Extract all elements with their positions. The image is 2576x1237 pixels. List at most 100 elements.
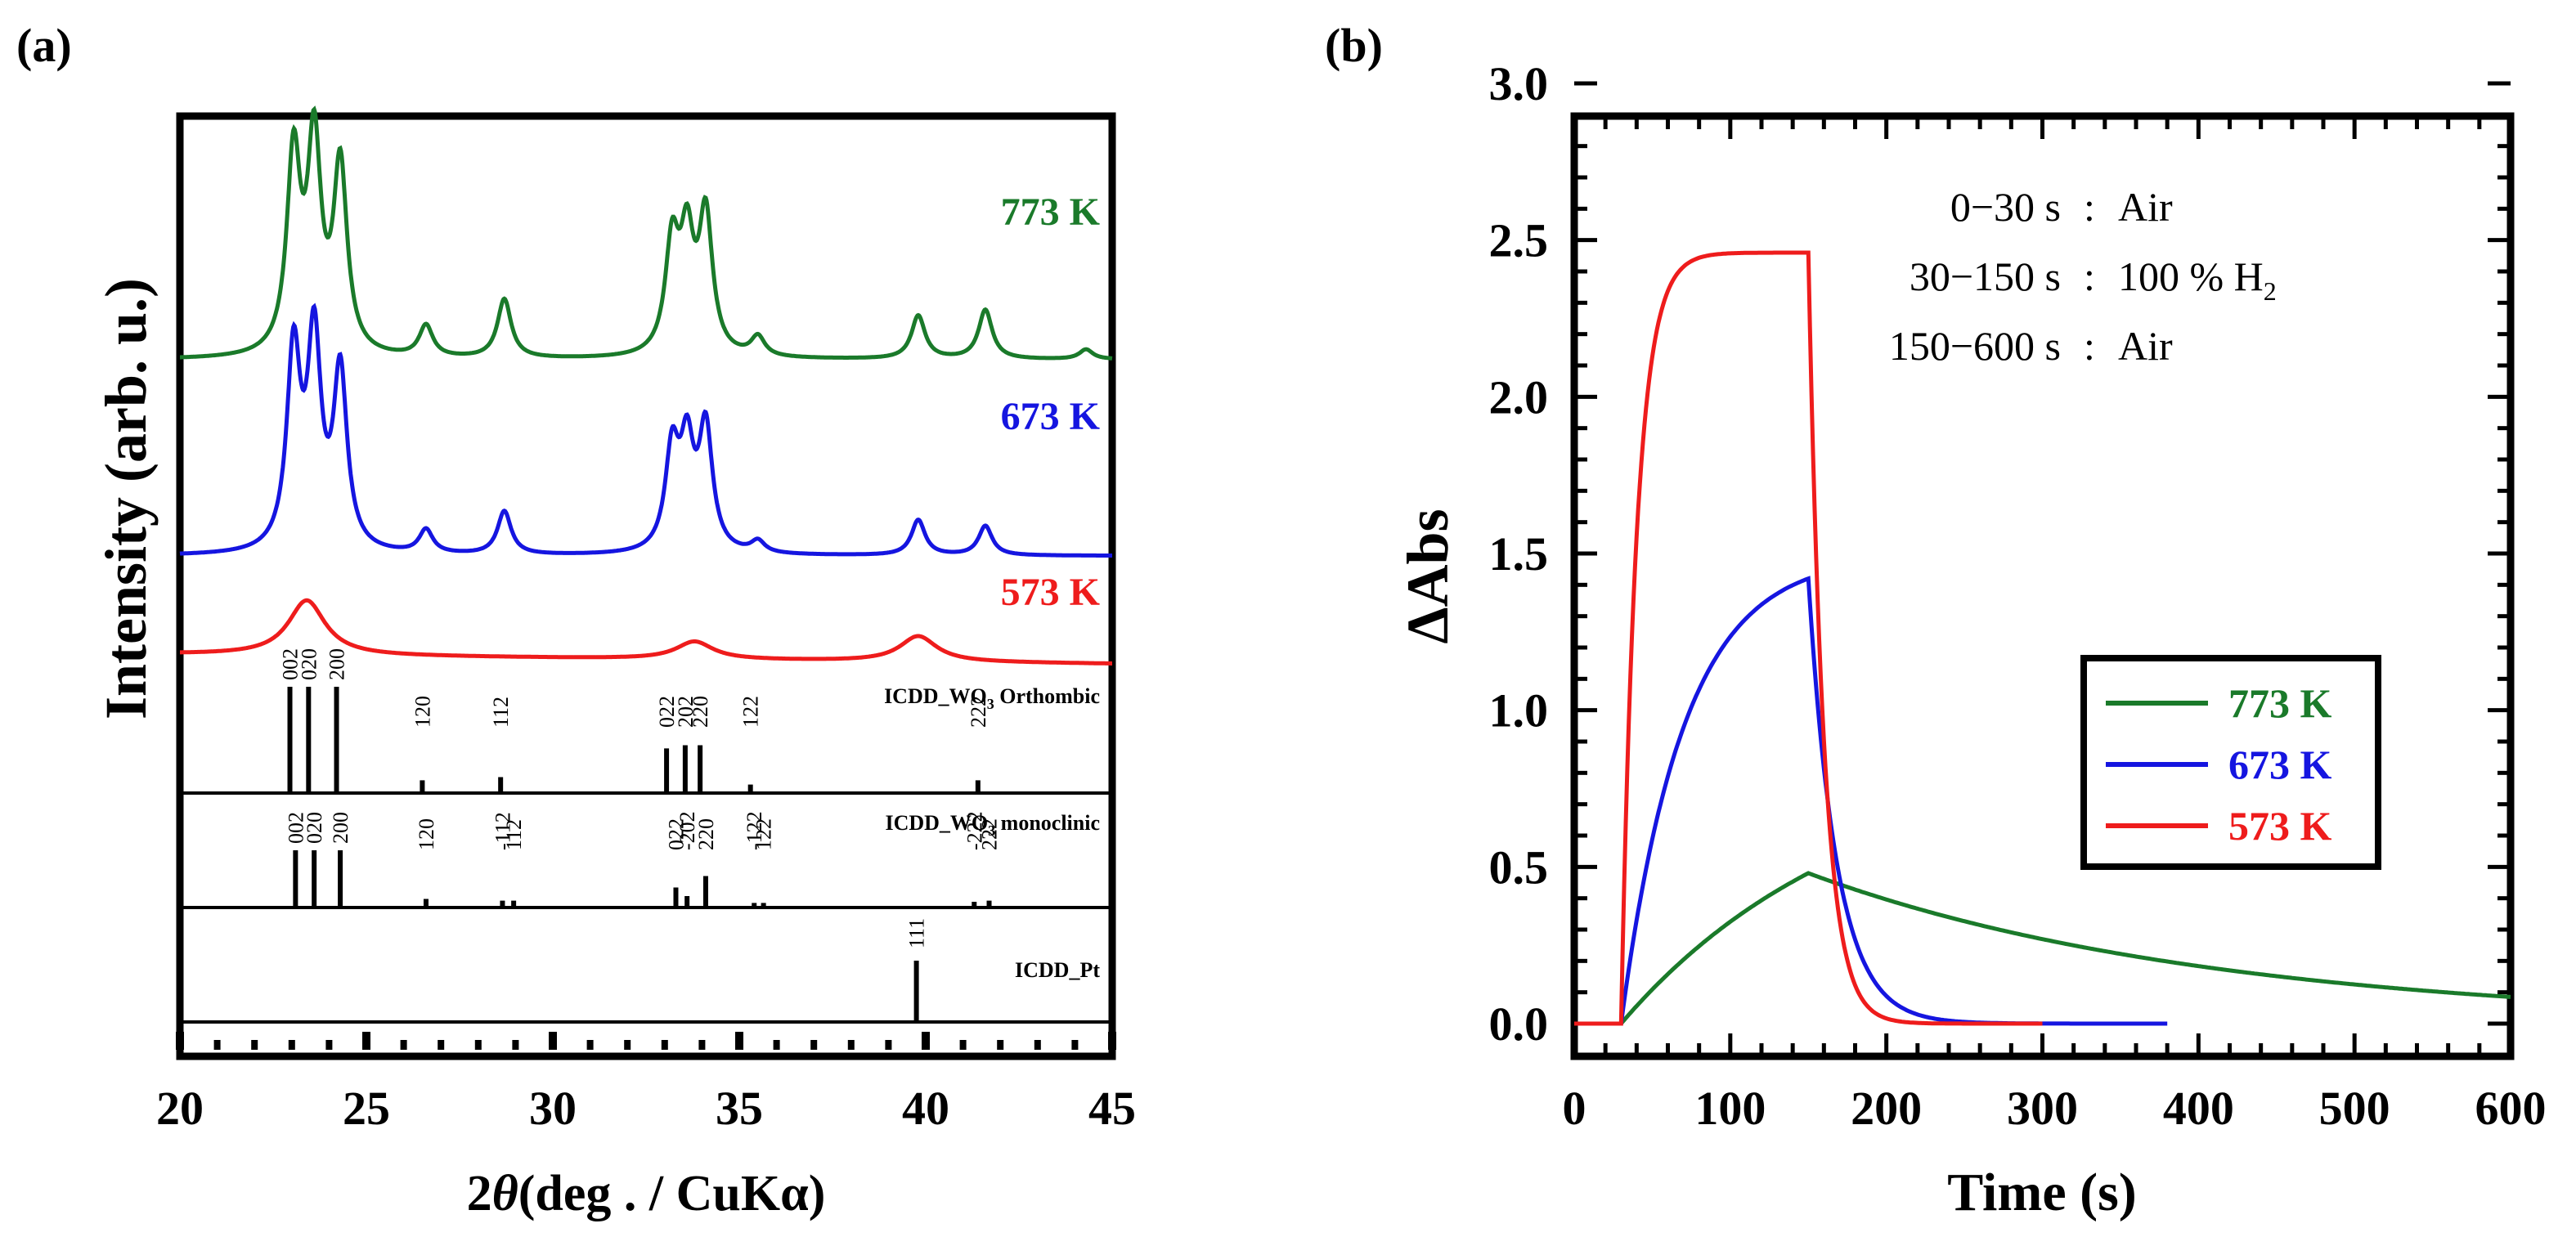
panel-a-ylabel: Intensity (arb. u.) xyxy=(93,278,159,719)
panel-b-ylabel: ΔAbs xyxy=(1395,509,1461,643)
legend-label: 673 K xyxy=(2228,742,2332,787)
panel-a-label: (a) xyxy=(16,19,72,72)
y-tick-label: 1.5 xyxy=(1489,527,1549,580)
minor-tick xyxy=(847,1040,855,1050)
x-tick-label: 45 xyxy=(1088,1082,1136,1135)
minor-tick xyxy=(698,1040,706,1050)
hkl-label: -202 xyxy=(675,811,699,850)
major-tick xyxy=(362,1032,370,1050)
x-tick-label: 400 xyxy=(2163,1082,2234,1135)
kinetic-line-773K xyxy=(1574,871,2511,1026)
reference-name: ICDD_WO3 monoclinic xyxy=(885,811,1100,839)
y-tick-label: 1.0 xyxy=(1489,684,1549,737)
x-tick-label: 20 xyxy=(156,1082,204,1135)
hkl-label: 222 xyxy=(967,696,990,728)
reference-name: ICDD_WO3 Orthombic xyxy=(884,684,1100,712)
x-tick-label: 40 xyxy=(902,1082,949,1135)
hkl-label: 020 xyxy=(297,648,321,680)
kinetic-line-673K xyxy=(1574,576,2168,1026)
minor-tick xyxy=(288,1040,295,1050)
gas-conditions: 0−30 s : Air 30−150 s : 100 % H2 150−600… xyxy=(1889,184,2277,369)
kinetic-line-573K xyxy=(1574,250,2043,1026)
panel-b-label: (b) xyxy=(1325,19,1383,72)
condition-separator: : xyxy=(2084,323,2095,369)
hkl-label: 112 xyxy=(489,697,513,728)
minor-tick xyxy=(474,1040,482,1050)
y-tick-label: 0.0 xyxy=(1489,997,1549,1051)
minor-tick xyxy=(438,1040,445,1050)
minor-tick xyxy=(885,1040,892,1050)
minor-tick xyxy=(661,1040,668,1050)
condition-gas: Air xyxy=(2118,184,2173,230)
minor-tick xyxy=(1071,1040,1079,1050)
hkl-label: 002 xyxy=(284,812,307,844)
major-tick xyxy=(735,1032,743,1050)
minor-tick xyxy=(959,1040,967,1050)
hkl-label: 200 xyxy=(329,812,352,844)
condition-gas: Air xyxy=(2118,323,2173,369)
condition-row: 150−600 s : Air xyxy=(1889,323,2173,369)
minor-tick xyxy=(773,1040,780,1050)
panel-a-xlabel: 2θ(deg . / CuKα) xyxy=(467,1166,826,1221)
hkl-label: 111 xyxy=(905,918,929,948)
hkl-label: 020 xyxy=(303,812,326,844)
x-tick-label: 0 xyxy=(1563,1082,1586,1135)
kinetic-series xyxy=(1574,250,2511,1026)
minor-tick xyxy=(624,1040,631,1050)
panel-a-frame xyxy=(176,112,1116,1060)
reference-name: ICDD_Pt xyxy=(1015,958,1100,982)
minor-tick xyxy=(251,1040,258,1050)
y-tick-label: 2.0 xyxy=(1489,370,1549,424)
hkl-label: -122 xyxy=(743,811,766,850)
minor-tick xyxy=(1034,1040,1041,1050)
x-tick-label: 35 xyxy=(716,1082,763,1135)
minor-tick xyxy=(586,1040,594,1050)
hkl-label: 220 xyxy=(694,818,718,850)
hkl-label: 220 xyxy=(689,696,712,728)
xrd-line-573K xyxy=(180,598,1112,666)
hkl-label: 022 xyxy=(664,818,688,850)
x-tick-label: 25 xyxy=(343,1082,390,1135)
major-tick xyxy=(549,1032,557,1050)
x-tick-label: 100 xyxy=(1694,1082,1766,1135)
hkl-label: 120 xyxy=(415,818,438,850)
minor-tick xyxy=(810,1040,818,1050)
minor-tick xyxy=(512,1040,519,1050)
condition-row: 0−30 s : Air xyxy=(1950,184,2173,230)
major-tick xyxy=(1108,1032,1116,1050)
condition-gas: 100 % H2 xyxy=(2118,253,2277,306)
minor-tick xyxy=(997,1040,1004,1050)
hkl-label: 122 xyxy=(752,818,776,850)
legend-label: 573 K xyxy=(2228,803,2332,849)
major-tick xyxy=(176,1032,184,1050)
series-label: 573 K xyxy=(1001,571,1100,614)
hkl-label: -112 xyxy=(491,812,514,850)
panel-b: (b) ΔAbs 0.0 0.5 1.0 1.5 2.0 2.5 3.0 0 100 200 300… xyxy=(1325,19,2547,1222)
minor-tick xyxy=(325,1040,333,1050)
condition-range: 0−30 s xyxy=(1950,184,2061,230)
y-tick-label: 0.5 xyxy=(1489,840,1549,894)
y-tick-label: 3.0 xyxy=(1489,57,1549,110)
hkl-label: 122 xyxy=(739,696,763,728)
condition-range: 30−150 s xyxy=(1910,253,2061,299)
hkl-label: 222 xyxy=(978,818,1002,850)
hkl-label: 200 xyxy=(325,648,349,680)
y-tick-label: 2.5 xyxy=(1489,214,1549,267)
minor-tick xyxy=(400,1040,407,1050)
minor-tick xyxy=(213,1040,221,1050)
hkl-label: 120 xyxy=(411,696,434,728)
xrd-line-773K xyxy=(180,105,1113,361)
panel-b-xlabel: Time (s) xyxy=(1947,1163,2137,1222)
xrd-series: 773 K 673 K 573 K xyxy=(179,105,1113,666)
legend-label: 773 K xyxy=(2228,680,2332,726)
condition-separator: : xyxy=(2084,184,2095,230)
x-tick-label: 300 xyxy=(2007,1082,2078,1135)
series-label: 773 K xyxy=(1001,190,1100,234)
condition-row: 30−150 s : 100 % H2 xyxy=(1910,253,2277,306)
hkl-label: -222 xyxy=(963,811,986,850)
condition-separator: : xyxy=(2084,253,2095,299)
xrd-line-673K xyxy=(179,303,1112,558)
hkl-label: 002 xyxy=(279,648,303,680)
